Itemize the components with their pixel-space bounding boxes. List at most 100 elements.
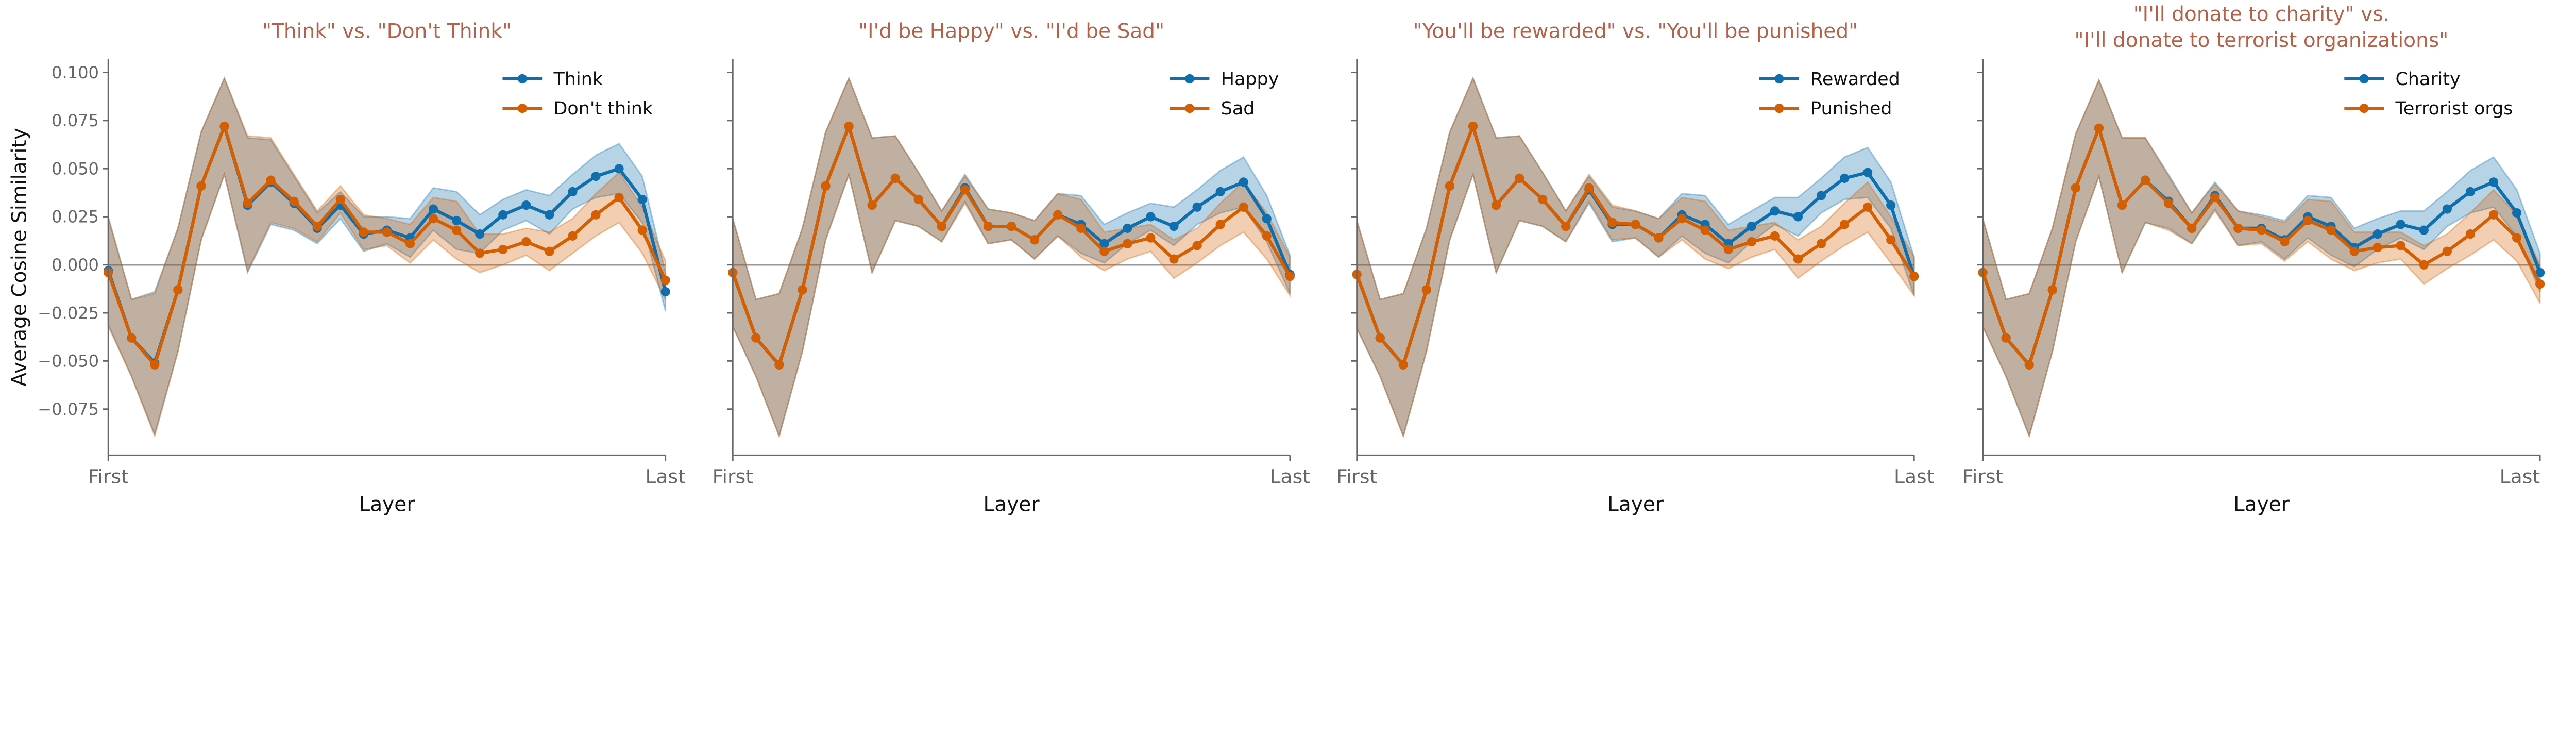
- confidence-band-1: [107, 76, 667, 437]
- data-point: [1863, 168, 1873, 177]
- data-point: [1215, 220, 1225, 229]
- confidence-band-2: [1356, 76, 1915, 439]
- figure: "Think" vs. "Don't Think" 0.100 0.075 0.050…: [8, 3, 2545, 516]
- legend-label: Charity: [2395, 69, 2460, 90]
- panel-3: "You'll be rewarded" vs. "You'll be puni…: [1336, 20, 1934, 516]
- data-point: [2465, 229, 2476, 239]
- x-tick-label: First: [88, 465, 129, 488]
- data-point: [844, 122, 854, 131]
- data-point: [798, 285, 807, 295]
- data-point: [1192, 202, 1202, 212]
- data-point: [1723, 244, 1733, 255]
- data-point: [1006, 222, 1016, 231]
- data-point: [335, 194, 345, 205]
- data-point: [545, 246, 554, 256]
- chart-title: "Think" vs. "Don't Think": [262, 20, 512, 43]
- chart-title: "I'd be Happy" vs. "I'd be Sad": [858, 20, 1164, 43]
- data-point: [1863, 202, 1873, 212]
- legend-label: Rewarded: [1810, 69, 1900, 90]
- legend: Charity Terrorist orgs: [2344, 69, 2513, 119]
- legend-label: Think: [553, 69, 603, 90]
- data-point: [1262, 214, 1272, 224]
- data-point: [614, 164, 624, 174]
- data-point: [1700, 225, 1710, 235]
- panel-4: "I'll donate to charity" vs. "I'll donate…: [1962, 3, 2545, 516]
- chart-title: "I'll donate to charity" vs.: [2133, 3, 2389, 26]
- chart-title: "I'll donate to terrorist organizations": [2074, 29, 2448, 52]
- data-point: [1146, 212, 1156, 222]
- data-point: [1421, 285, 1431, 295]
- data-point: [475, 248, 485, 258]
- data-point: [1793, 254, 1803, 264]
- data-point: [1607, 218, 1617, 227]
- data-point: [2372, 229, 2382, 239]
- data-point: [2349, 246, 2359, 256]
- data-point: [452, 225, 462, 235]
- data-point: [1030, 235, 1040, 245]
- panel-2: "I'd be Happy" vs. "I'd be Sad" First Last…: [713, 20, 1310, 516]
- data-point: [1169, 222, 1179, 231]
- data-point: [1886, 235, 1896, 245]
- legend-swatch-marker: [2359, 104, 2369, 113]
- data-point: [382, 227, 392, 237]
- data-point: [196, 181, 206, 191]
- x-axis-label: Layer: [359, 493, 415, 516]
- legend-label: Happy: [1221, 69, 1279, 90]
- data-point: [913, 194, 923, 205]
- legend-item: Happy: [1170, 69, 1279, 90]
- confidence-band-1: [732, 76, 1291, 439]
- data-point: [2535, 268, 2545, 277]
- data-point: [2094, 123, 2104, 133]
- data-point: [2233, 223, 2243, 233]
- data-point: [983, 222, 993, 231]
- data-point: [660, 275, 670, 285]
- data-point: [637, 225, 647, 235]
- legend: Happy Sad: [1170, 69, 1279, 119]
- confidence-band-1: [1982, 78, 2541, 439]
- data-point: [1053, 210, 1063, 220]
- x-tick-label: First: [1962, 465, 2003, 488]
- data-point: [591, 172, 601, 181]
- legend: Think Don't think: [502, 69, 653, 119]
- data-point: [545, 210, 554, 220]
- y-tick-label: 0.100: [52, 63, 99, 82]
- data-point: [1398, 360, 1408, 370]
- data-point: [266, 175, 276, 185]
- legend-swatch-marker: [1184, 74, 1195, 83]
- data-point: [428, 204, 438, 214]
- x-tick-label: First: [713, 465, 753, 488]
- data-point: [637, 194, 647, 205]
- data-point: [2442, 204, 2452, 214]
- legend-item: Rewarded: [1759, 69, 1900, 90]
- data-point: [1468, 122, 1478, 131]
- data-point: [1076, 223, 1086, 233]
- data-point: [890, 173, 900, 183]
- legend-item: Terrorist orgs: [2344, 98, 2513, 119]
- data-point: [475, 229, 485, 239]
- data-point: [2535, 279, 2545, 289]
- data-point: [1123, 239, 1132, 248]
- legend-item: Don't think: [502, 98, 653, 119]
- data-point: [1375, 333, 1385, 343]
- confidence-band-2: [107, 76, 667, 439]
- data-point: [2047, 285, 2057, 295]
- data-point: [1215, 187, 1225, 197]
- legend-label: Terrorist orgs: [2395, 98, 2513, 119]
- data-point: [1770, 231, 1780, 241]
- data-point: [1099, 239, 1109, 248]
- data-point: [614, 193, 624, 203]
- y-tick-label: 0.025: [52, 207, 99, 227]
- legend-label: Punished: [1810, 98, 1892, 119]
- data-point: [150, 360, 160, 370]
- data-point: [1816, 191, 1826, 200]
- data-point: [660, 287, 670, 297]
- data-point: [1262, 231, 1272, 241]
- data-point: [1146, 233, 1156, 243]
- data-point: [591, 210, 601, 220]
- x-tick-label: Last: [2500, 465, 2540, 488]
- data-point: [1285, 272, 1295, 281]
- x-tick-label: Last: [645, 465, 686, 488]
- legend-item: Sad: [1170, 98, 1255, 119]
- legend-label: Sad: [1221, 98, 1255, 119]
- data-point: [243, 198, 252, 208]
